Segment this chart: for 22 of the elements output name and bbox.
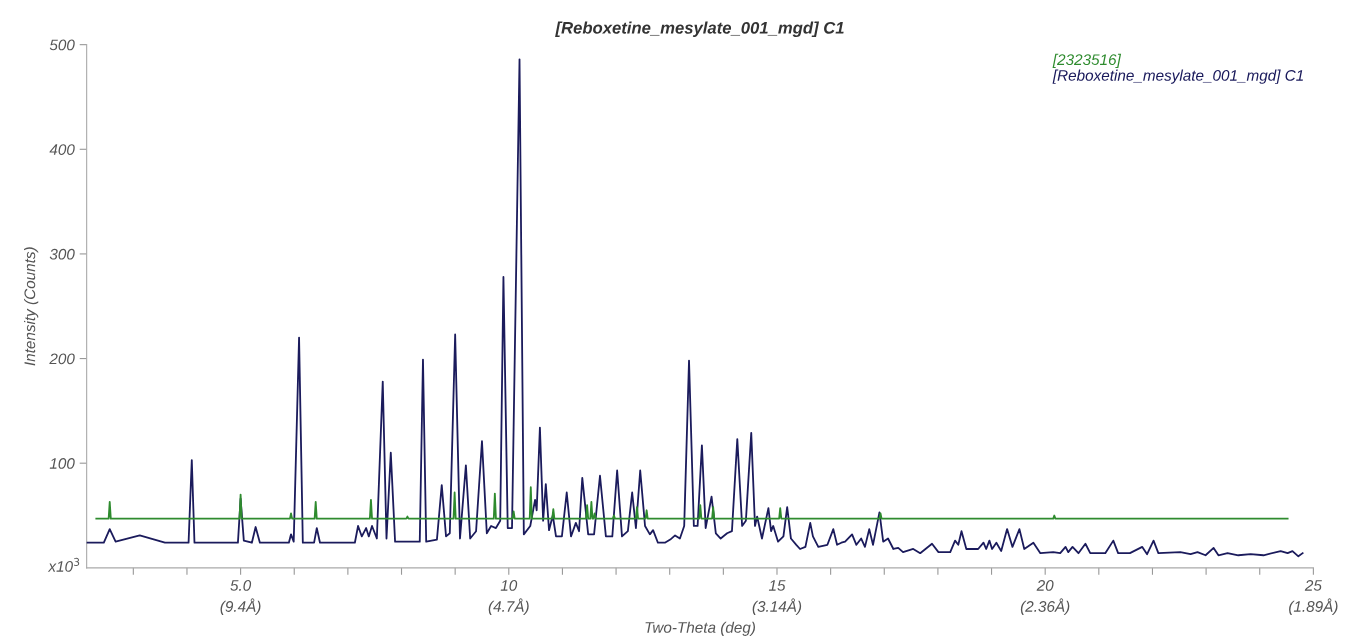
y-tick-label: 400 (49, 144, 75, 155)
y-tick-label: 100 (49, 458, 75, 469)
text: (1.89Å) (1289, 598, 1338, 615)
x-axis-title: Two-Theta (deg) (645, 621, 756, 636)
y-tick-label: 200 (49, 353, 75, 365)
x-tick-label: 5.0 (230, 580, 252, 591)
y-axis-title: Intensity (Counts) (24, 247, 39, 366)
text: (2.36Å) (1020, 598, 1070, 615)
text: x10$^{3}$ (47, 557, 80, 572)
x-tick-label: 15 (768, 580, 786, 591)
text: [Reboxetine_mesylate_001_mgd] C1 (1052, 69, 1303, 84)
x-tick-label: 20 (1036, 580, 1054, 591)
text: (3.14Å) (752, 598, 802, 615)
x-tick-label: 25 (1304, 580, 1322, 591)
chart-title: [Reboxetine_mesylate_001_mgd] C1 (555, 21, 844, 38)
text: (4.7Å) (488, 598, 529, 615)
text: (9.4Å) (220, 598, 261, 615)
x-tick-label: 10 (500, 580, 518, 591)
y-tick-label: 500 (49, 39, 75, 51)
y-tick-label: 300 (49, 248, 75, 260)
text: [2323516] (1052, 53, 1122, 69)
line-series (95, 486, 1289, 520)
